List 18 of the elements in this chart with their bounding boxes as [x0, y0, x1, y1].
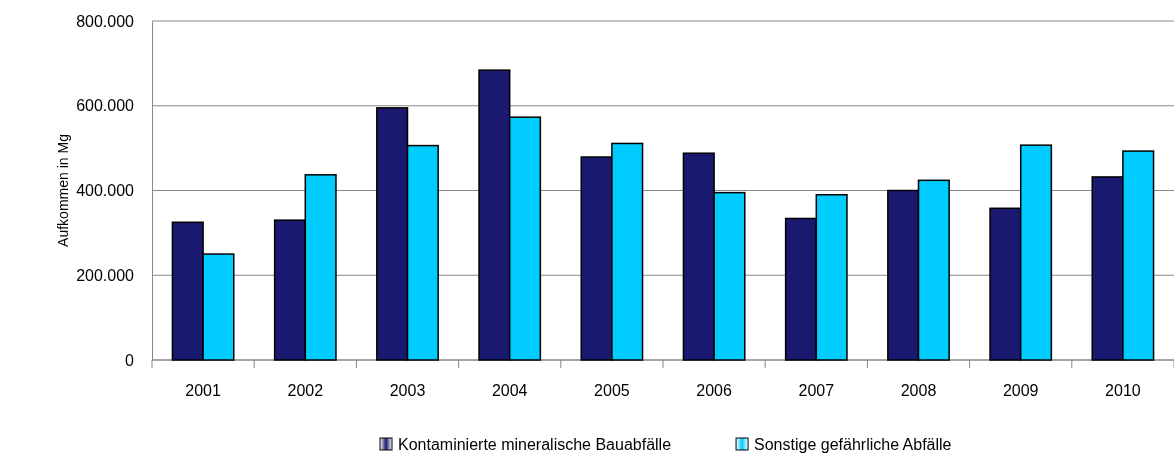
- x-tick-label: 2003: [389, 382, 426, 399]
- x-tick-label: 2005: [594, 382, 630, 399]
- legend-label: Sonstige gefährliche Abfälle: [754, 436, 952, 453]
- y-tick-label: 400.000: [76, 182, 135, 200]
- x-tick-label: 2009: [1002, 382, 1039, 399]
- y-axis-title: Aufkommen in Mg: [55, 134, 71, 247]
- y-tick-label: 600.000: [76, 97, 135, 115]
- legend-label: Kontaminierte mineralische Bauabfälle: [398, 436, 672, 453]
- x-tick-label: 2004: [491, 382, 528, 399]
- x-tick-label: 2008: [900, 382, 937, 399]
- x-tick-label: 2010: [1105, 382, 1141, 399]
- x-tick-label: 2006: [696, 382, 732, 399]
- x-tick-label: 2002: [287, 382, 324, 399]
- x-tick-label: 2001: [185, 382, 221, 399]
- y-tick-label: 800.000: [76, 12, 135, 30]
- y-tick-label: 0: [125, 351, 135, 369]
- x-tick-label: 2007: [798, 382, 835, 399]
- y-tick-label: 200.000: [76, 266, 135, 284]
